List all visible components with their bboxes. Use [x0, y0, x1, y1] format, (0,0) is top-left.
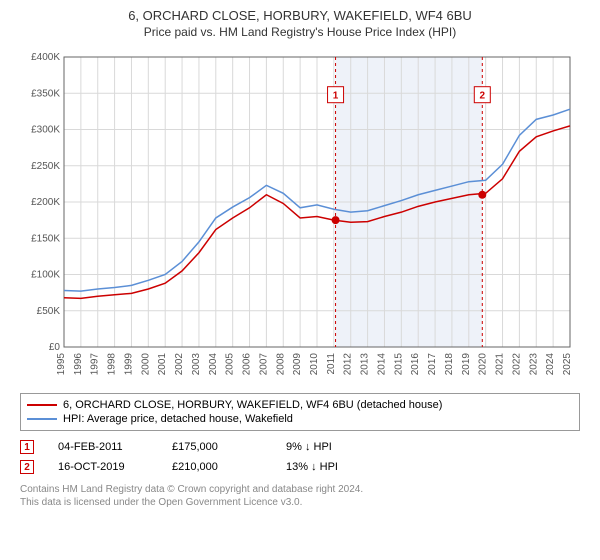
svg-text:2012: 2012 — [343, 353, 354, 376]
svg-text:2019: 2019 — [461, 353, 472, 376]
footer-line1: Contains HM Land Registry data © Crown c… — [20, 483, 580, 496]
transaction-marker: 2 — [20, 460, 34, 474]
svg-text:2020: 2020 — [478, 353, 489, 376]
svg-text:£100K: £100K — [31, 270, 60, 281]
svg-text:1996: 1996 — [73, 353, 84, 376]
svg-text:1995: 1995 — [56, 353, 67, 376]
svg-text:2024: 2024 — [545, 353, 556, 376]
svg-text:£50K: £50K — [37, 306, 61, 317]
legend-label: 6, ORCHARD CLOSE, HORBURY, WAKEFIELD, WF… — [63, 399, 442, 411]
legend-swatch — [27, 404, 57, 406]
transaction-price: £175,000 — [172, 441, 262, 453]
svg-text:2005: 2005 — [225, 353, 236, 376]
footer-attribution: Contains HM Land Registry data © Crown c… — [20, 483, 580, 509]
svg-text:2023: 2023 — [528, 353, 539, 376]
svg-text:£0: £0 — [49, 342, 61, 353]
legend-label: HPI: Average price, detached house, Wake… — [63, 413, 293, 425]
svg-text:2011: 2011 — [326, 353, 337, 375]
svg-text:1: 1 — [333, 91, 339, 102]
svg-text:2008: 2008 — [275, 353, 286, 376]
svg-text:2015: 2015 — [393, 353, 404, 376]
transaction-marker: 1 — [20, 440, 34, 454]
svg-text:2006: 2006 — [242, 353, 253, 376]
svg-text:2010: 2010 — [309, 353, 320, 376]
legend-swatch — [27, 418, 57, 420]
svg-text:2002: 2002 — [174, 353, 185, 376]
chart-subtitle: Price paid vs. HM Land Registry's House … — [20, 25, 580, 39]
svg-text:2022: 2022 — [511, 353, 522, 376]
svg-text:2013: 2013 — [360, 353, 371, 376]
svg-text:£400K: £400K — [31, 52, 60, 63]
transaction-date: 04-FEB-2011 — [58, 441, 148, 453]
svg-text:2000: 2000 — [140, 353, 151, 376]
svg-text:2007: 2007 — [258, 353, 269, 376]
svg-text:£150K: £150K — [31, 233, 60, 244]
svg-text:2004: 2004 — [208, 353, 219, 376]
svg-text:£350K: £350K — [31, 88, 60, 99]
svg-text:2021: 2021 — [495, 353, 506, 376]
svg-text:2016: 2016 — [410, 353, 421, 376]
transaction-row: 2 16-OCT-2019 £210,000 13% ↓ HPI — [20, 457, 580, 477]
svg-text:2001: 2001 — [157, 353, 168, 376]
svg-text:£200K: £200K — [31, 197, 60, 208]
transaction-delta: 13% ↓ HPI — [286, 461, 376, 473]
legend-item: 6, ORCHARD CLOSE, HORBURY, WAKEFIELD, WF… — [27, 398, 573, 412]
footer-line2: This data is licensed under the Open Gov… — [20, 496, 580, 509]
svg-text:2014: 2014 — [376, 353, 387, 376]
legend-item: HPI: Average price, detached house, Wake… — [27, 412, 573, 426]
svg-text:1998: 1998 — [107, 353, 118, 376]
transaction-row: 1 04-FEB-2011 £175,000 9% ↓ HPI — [20, 437, 580, 457]
svg-text:2017: 2017 — [427, 353, 438, 376]
svg-text:2009: 2009 — [292, 353, 303, 376]
svg-text:2018: 2018 — [444, 353, 455, 376]
price-chart: £0 £50K £100K £150K £200K £250K £300K £350K £400… — [20, 47, 580, 387]
svg-text:2025: 2025 — [562, 353, 573, 376]
svg-text:1997: 1997 — [90, 353, 101, 376]
chart-title: 6, ORCHARD CLOSE, HORBURY, WAKEFIELD, WF… — [20, 8, 580, 23]
transaction-delta: 9% ↓ HPI — [286, 441, 376, 453]
transaction-price: £210,000 — [172, 461, 262, 473]
svg-text:2: 2 — [480, 91, 486, 102]
legend: 6, ORCHARD CLOSE, HORBURY, WAKEFIELD, WF… — [20, 393, 580, 431]
svg-text:2003: 2003 — [191, 353, 202, 376]
svg-text:£300K: £300K — [31, 125, 60, 136]
transaction-table: 1 04-FEB-2011 £175,000 9% ↓ HPI 2 16-OCT-2019… — [20, 437, 580, 477]
transaction-date: 16-OCT-2019 — [58, 461, 148, 473]
svg-text:1999: 1999 — [123, 353, 134, 376]
svg-text:£250K: £250K — [31, 161, 60, 172]
